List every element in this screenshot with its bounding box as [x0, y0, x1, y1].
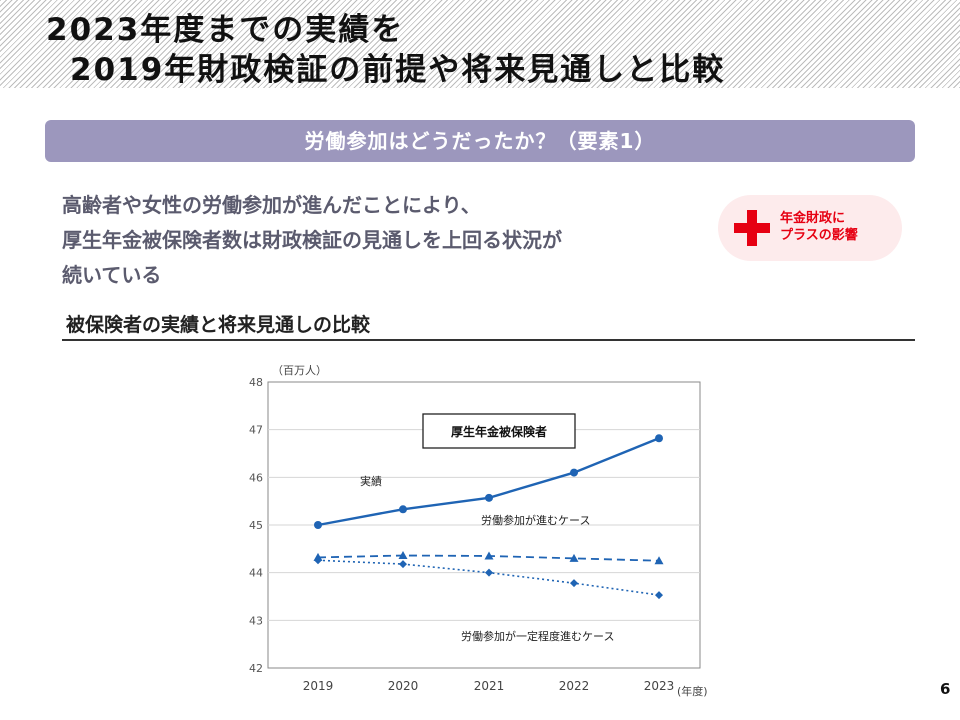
- x-tick-label: 2023: [644, 679, 675, 693]
- lead-line-1: 高齢者や女性の労働参加が進んだことにより、: [62, 193, 481, 217]
- y-tick-label: 43: [249, 614, 263, 627]
- chart-title-box: [422, 413, 576, 449]
- series-point: [570, 579, 578, 588]
- lead-text: 高齢者や女性の労働参加が進んだことにより、 厚生年金被保険者数は財政検証の見通し…: [62, 188, 722, 293]
- chart-title: 厚生年金被保険者: [451, 424, 547, 439]
- impact-badge-line-1: 年金財政に: [780, 211, 846, 226]
- impact-badge-text: 年金財政に プラスの影響: [780, 210, 858, 244]
- plus-icon: [734, 210, 770, 246]
- x-tick-label: 2020: [388, 679, 419, 693]
- y-unit-label: （百万人）: [272, 364, 327, 377]
- y-tick-label: 47: [249, 424, 263, 437]
- series-point: [654, 556, 664, 565]
- series-point: [398, 551, 408, 560]
- series-point: [314, 521, 322, 529]
- lead-line-2: 厚生年金被保険者数は財政検証の見通しを上回る状況が: [62, 228, 562, 252]
- y-tick-label: 46: [249, 471, 263, 484]
- series-point: [399, 560, 407, 569]
- series-label: 労働参加が一定程度進むケース: [461, 629, 614, 643]
- x-tick-labels: 2019 2020 2021 2022 2023: [303, 679, 675, 693]
- y-tick-labels: 42 43 44 45 46 47 48: [249, 376, 263, 675]
- x-tick-label: 2022: [559, 679, 590, 693]
- series-point: [655, 591, 663, 600]
- y-tick-label: 48: [249, 376, 263, 389]
- slide-title-line-1: 2023年度までの実績を: [46, 12, 405, 48]
- x-unit-label: (年度): [677, 684, 708, 698]
- section-title: 被保険者の実績と将来見通しの比較: [66, 314, 371, 336]
- series-point: [569, 553, 579, 562]
- series-point: [655, 434, 663, 443]
- question-banner: 労働参加はどうだったか？（要素1）: [45, 120, 915, 162]
- slide-title-line-2: 2019年財政検証の前提や将来見通しと比較: [70, 52, 726, 88]
- series-label: 労働参加が進むケース: [481, 513, 590, 527]
- impact-badge: 年金財政に プラスの影響: [718, 195, 902, 261]
- series-group: [313, 434, 664, 600]
- section-divider: [62, 339, 915, 341]
- header-band: 2023年度までの実績を 2019年財政検証の前提や将来見通しと比較: [0, 0, 960, 88]
- y-tick-label: 45: [249, 519, 263, 532]
- x-tick-label: 2019: [303, 679, 334, 693]
- page-number: 6: [940, 680, 951, 698]
- series-point: [314, 556, 322, 565]
- series-point: [485, 493, 493, 502]
- impact-badge-line-2: プラスの影響: [780, 228, 858, 243]
- series-point: [484, 551, 494, 560]
- series-label: 実績: [360, 474, 382, 488]
- y-tick-label: 44: [249, 567, 263, 580]
- series-point: [399, 505, 407, 514]
- lead-line-3: 続いている: [62, 263, 162, 287]
- series-point: [485, 568, 493, 577]
- y-tick-label: 42: [249, 662, 263, 675]
- series-point: [570, 468, 578, 477]
- x-tick-label: 2021: [474, 679, 505, 693]
